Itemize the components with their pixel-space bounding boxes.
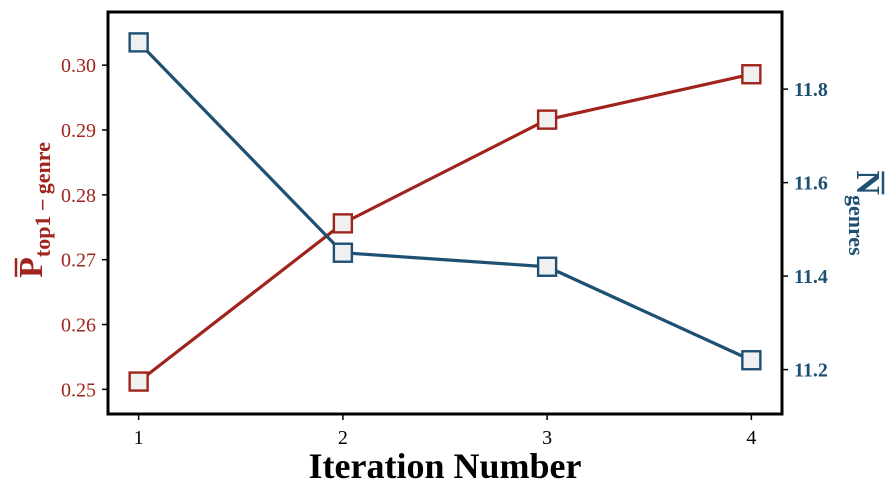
data-point-p-top1-genre <box>536 109 558 130</box>
x-tick-label: 2 <box>338 427 348 449</box>
data-point-p-top1-genre <box>332 213 354 234</box>
right-y-tick-label: 11.4 <box>794 266 828 288</box>
x-axis-label: Iteration Number <box>309 446 582 483</box>
left-y-tick-label: 0.29 <box>61 120 96 142</box>
axes-layer: 1 2 3 4 0.25 0.26 0.27 0.28 0.29 0.30 11.2 11.4 11.6… <box>61 55 828 449</box>
plot-frame <box>106 10 784 416</box>
series-layer <box>128 32 762 392</box>
data-point-p-top1-genre <box>741 64 762 85</box>
left-y-tick-label: 0.28 <box>61 185 96 207</box>
data-point-n-genres <box>741 350 762 371</box>
left-axis-label-subscript: top1 − genre <box>30 142 55 257</box>
right-axis-label-subscript: genres <box>844 195 869 256</box>
left-y-tick-label: 0.27 <box>61 250 96 272</box>
x-tick-label: 3 <box>542 427 552 449</box>
left-axis-label-main: P <box>13 257 50 278</box>
series-line-n-genres <box>137 41 753 362</box>
right-y-tick-label: 11.8 <box>794 79 828 101</box>
data-point-n-genres <box>128 32 149 53</box>
data-point-n-genres <box>536 256 558 277</box>
right-axis-label-main: N <box>849 170 886 195</box>
series-line-p-top1-genre <box>137 72 752 383</box>
right-y-tick-label: 11.6 <box>794 173 828 195</box>
data-point-n-genres <box>332 242 354 263</box>
left-y-tick-label: 0.30 <box>61 55 96 77</box>
x-tick-label: 1 <box>134 427 144 449</box>
right-axis-label: Ngenres <box>844 170 886 256</box>
left-y-tick-label: 0.26 <box>61 315 96 337</box>
left-axis-label: Ptop1 − genre <box>13 142 55 278</box>
x-tick-label: 4 <box>746 427 756 449</box>
data-point-p-top1-genre <box>128 371 149 392</box>
left-y-tick-label: 0.25 <box>61 379 96 401</box>
right-y-tick-label: 11.2 <box>794 360 828 382</box>
